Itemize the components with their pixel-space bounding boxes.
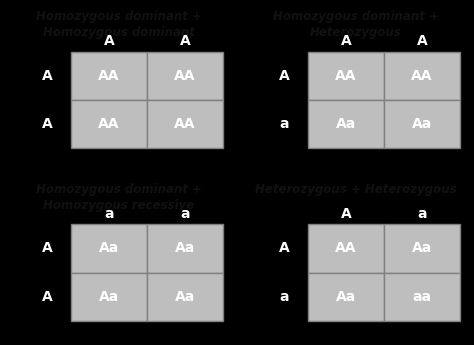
Bar: [71, 224, 147, 273]
Text: AA: AA: [98, 117, 120, 131]
Bar: [147, 273, 223, 321]
Text: AA: AA: [174, 69, 196, 83]
Bar: [71, 273, 147, 321]
Text: a: a: [280, 290, 289, 304]
Text: AA: AA: [174, 117, 196, 131]
Text: A: A: [341, 34, 351, 48]
Text: A: A: [279, 241, 290, 255]
Text: Aa: Aa: [99, 290, 119, 304]
Bar: [308, 100, 384, 148]
Bar: [384, 100, 460, 148]
Bar: [71, 100, 147, 148]
Bar: [384, 52, 460, 100]
Text: AA: AA: [98, 69, 120, 83]
Text: Homozygous dominant +
Homozygous dominant: Homozygous dominant + Homozygous dominan…: [36, 10, 201, 39]
Text: A: A: [42, 290, 53, 304]
Text: Homozygous dominant +
Homozygous recessive: Homozygous dominant + Homozygous recessi…: [36, 183, 201, 212]
Bar: [384, 273, 460, 321]
Bar: [308, 224, 384, 273]
Text: Aa: Aa: [412, 241, 432, 255]
Text: A: A: [180, 34, 190, 48]
Text: a: a: [104, 207, 114, 221]
Text: Heterozygous + Heterozygous: Heterozygous + Heterozygous: [255, 183, 456, 196]
Text: A: A: [42, 241, 53, 255]
Text: A: A: [42, 117, 53, 131]
Text: AA: AA: [335, 241, 357, 255]
Text: AA: AA: [411, 69, 433, 83]
Text: aa: aa: [412, 290, 431, 304]
Bar: [147, 224, 223, 273]
Text: Aa: Aa: [336, 117, 356, 131]
Text: A: A: [279, 69, 290, 83]
Text: Homozygous dominant +
Heterozygous: Homozygous dominant + Heterozygous: [273, 10, 438, 39]
Text: A: A: [341, 207, 351, 221]
Bar: [71, 52, 147, 100]
Text: A: A: [42, 69, 53, 83]
Text: Aa: Aa: [412, 117, 432, 131]
Bar: [147, 52, 223, 100]
Bar: [308, 273, 384, 321]
Text: Aa: Aa: [99, 241, 119, 255]
Text: AA: AA: [335, 69, 357, 83]
Text: Aa: Aa: [336, 290, 356, 304]
Text: A: A: [417, 34, 427, 48]
Bar: [384, 224, 460, 273]
Text: a: a: [180, 207, 190, 221]
Bar: [308, 52, 384, 100]
Text: A: A: [104, 34, 114, 48]
Text: Aa: Aa: [175, 290, 195, 304]
Text: a: a: [417, 207, 427, 221]
Bar: [147, 100, 223, 148]
Text: a: a: [280, 117, 289, 131]
Text: Aa: Aa: [175, 241, 195, 255]
